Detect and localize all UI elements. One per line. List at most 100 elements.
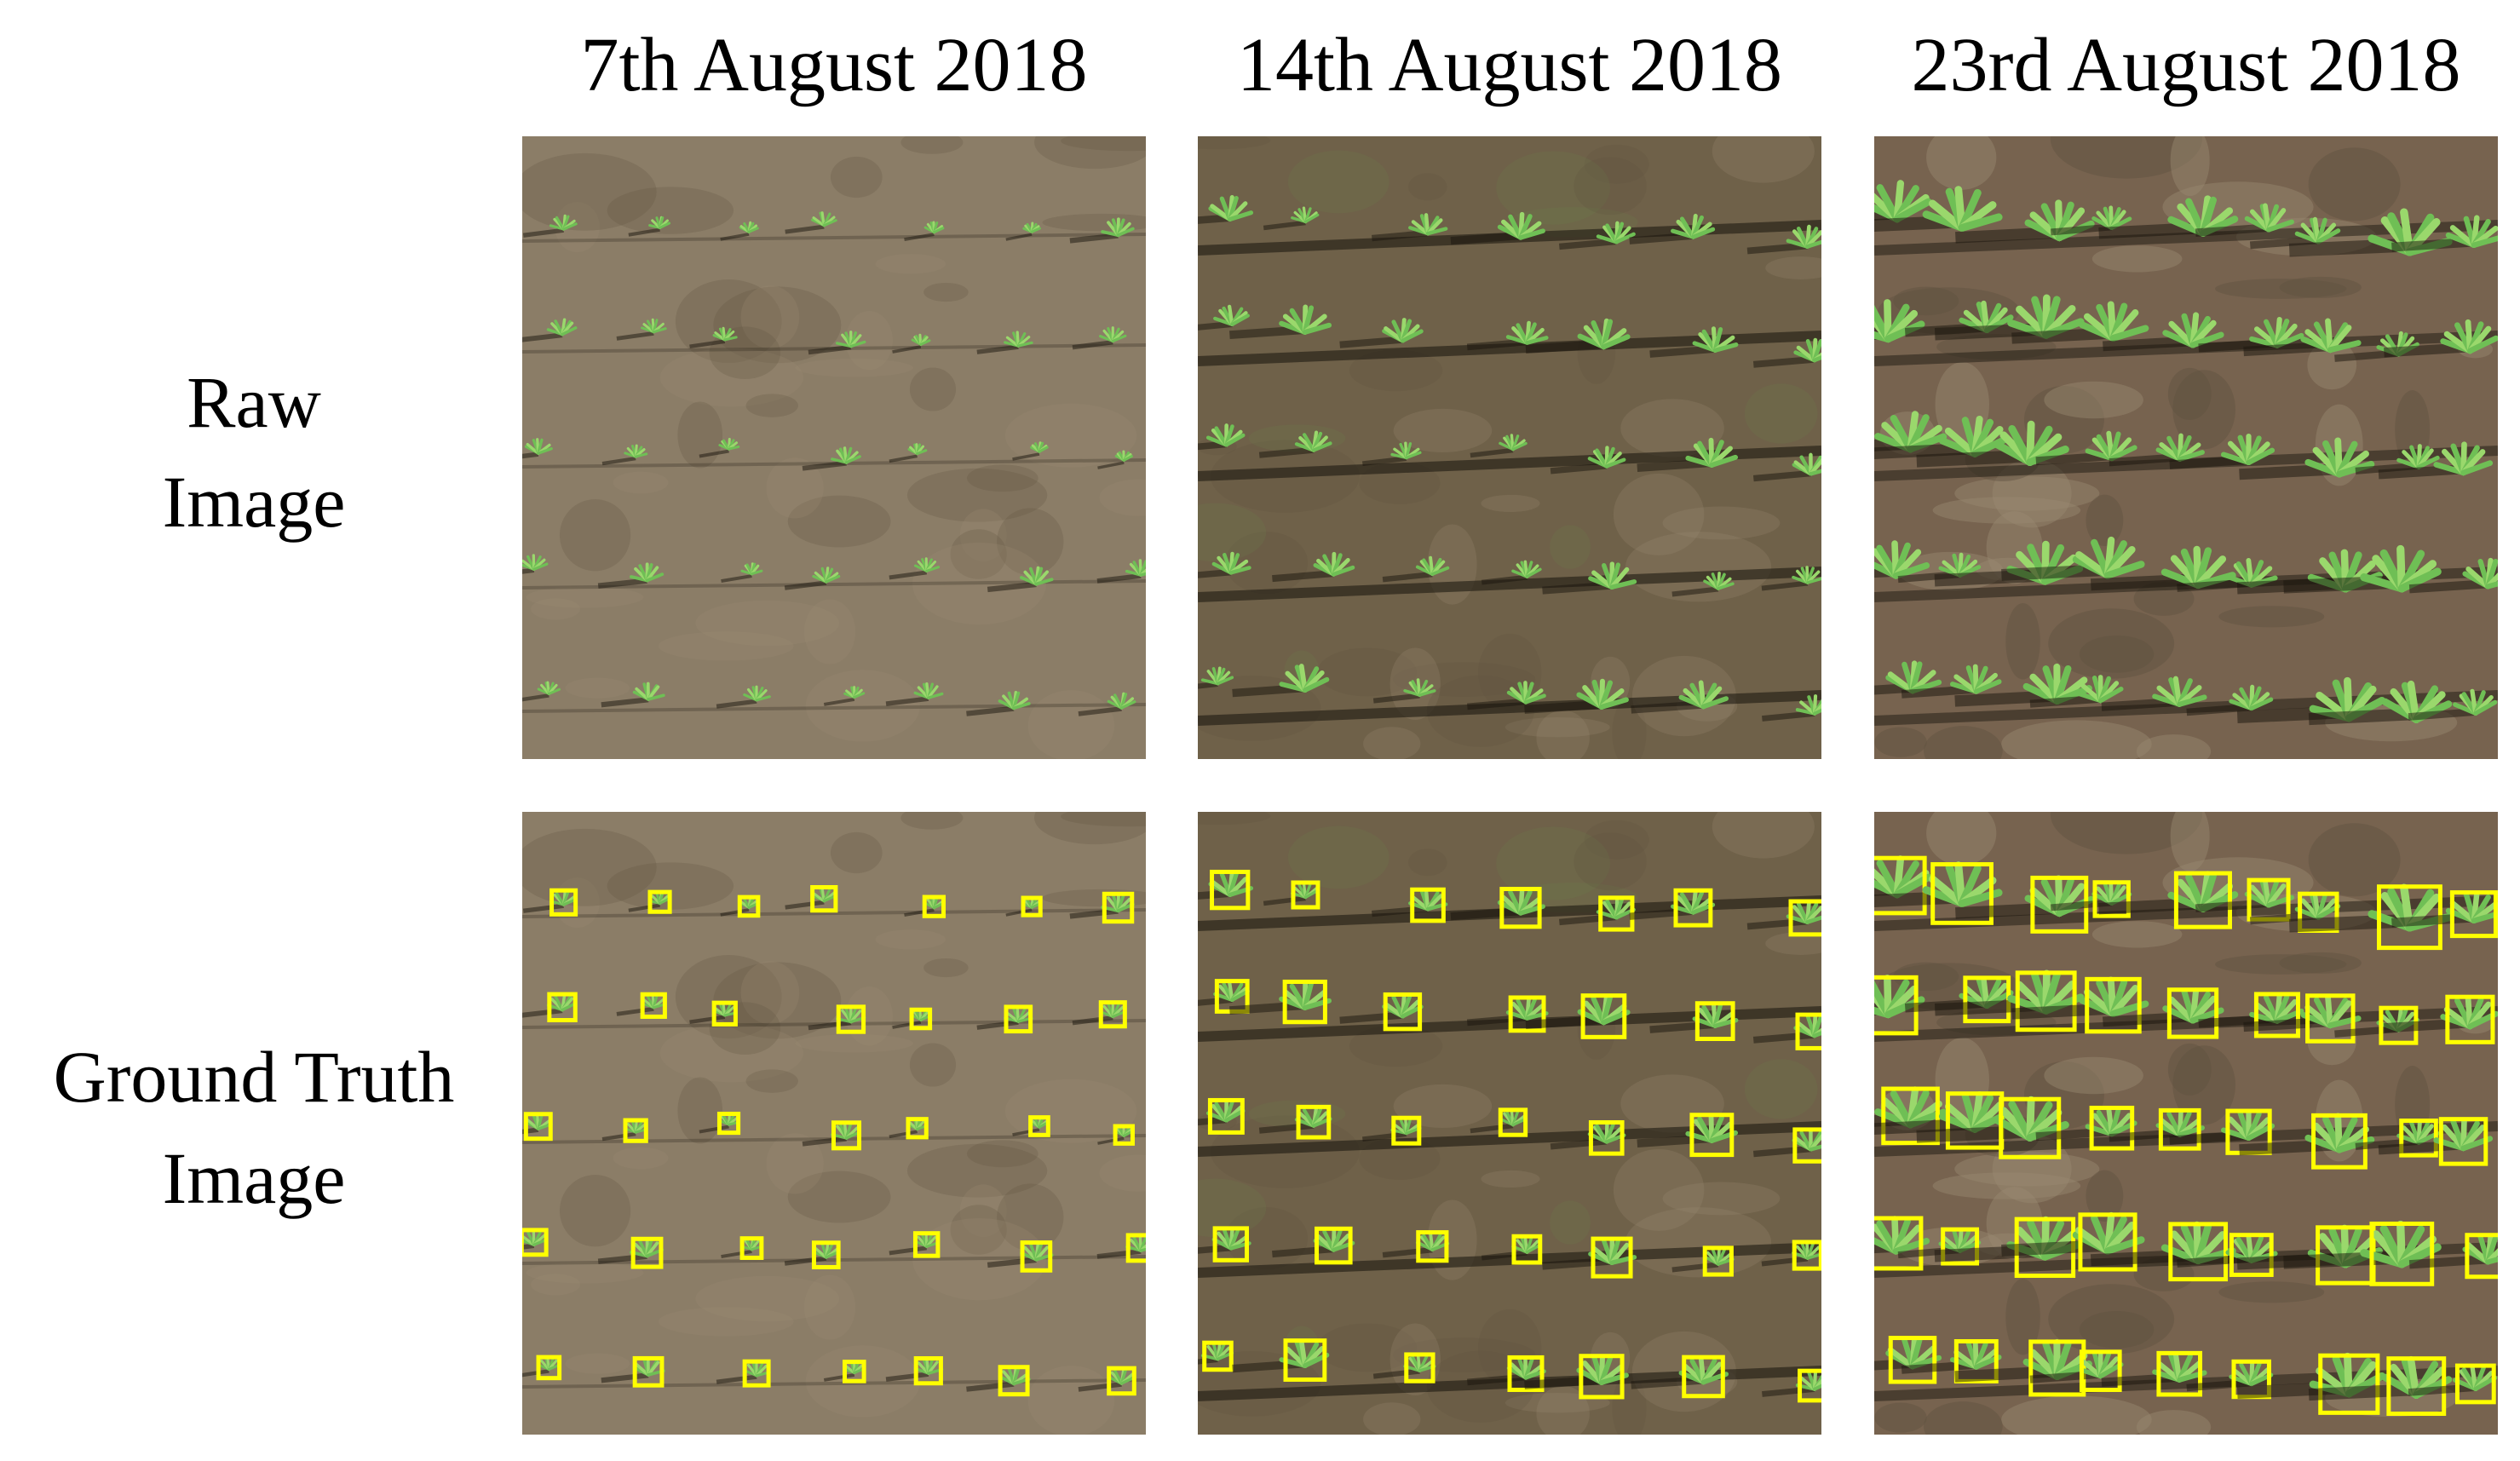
soil-patch	[1584, 820, 1649, 860]
plant	[889, 557, 941, 580]
plant	[1005, 221, 1041, 241]
leaf	[1812, 1031, 1821, 1038]
leaf	[1116, 227, 1135, 238]
soil-patch	[2136, 1410, 2212, 1435]
soil-patch	[2170, 812, 2210, 872]
leaf	[532, 562, 549, 571]
bounding-box	[1930, 862, 1994, 925]
bounding-box	[1702, 1245, 1734, 1277]
plant-shadow	[1198, 320, 1233, 331]
soil-patch	[1287, 825, 1389, 889]
plant	[522, 554, 549, 574]
leaf	[561, 326, 578, 336]
bounding-box	[909, 1007, 933, 1031]
soil-patch	[2050, 812, 2203, 854]
soil-patch	[1625, 1207, 1772, 1278]
soil-patch	[1027, 690, 1115, 759]
soil-patch	[1932, 1172, 2081, 1199]
bounding-box	[1579, 1354, 1625, 1400]
soil-patch	[675, 279, 782, 364]
plant-shadow	[785, 224, 825, 234]
leaf	[1405, 1118, 1412, 1136]
soil-patch	[1613, 1148, 1705, 1231]
plant-shadow	[1069, 233, 1119, 244]
soil-patch	[559, 1175, 631, 1247]
soil-patch	[1620, 1074, 1724, 1133]
soil-patch	[526, 586, 644, 608]
plant-shadow	[1559, 238, 1617, 250]
soil-patch	[1027, 1366, 1115, 1435]
plant-shadow	[1272, 570, 1334, 583]
leaf	[1958, 213, 2003, 232]
plant	[2408, 557, 2498, 594]
soil-patch	[950, 529, 1007, 579]
plant-shadow	[689, 1015, 726, 1025]
plant	[522, 1229, 549, 1250]
leaf	[537, 447, 553, 455]
plant-shadow	[2391, 237, 2475, 252]
plant	[2198, 316, 2304, 353]
leaf	[1604, 457, 1626, 469]
plant	[1232, 1339, 1330, 1373]
row-label: Image	[162, 461, 346, 543]
plant-shadow	[1752, 469, 1811, 482]
leaf	[1884, 320, 1925, 343]
leaf	[1511, 441, 1528, 452]
bounding-box	[2438, 1117, 2488, 1166]
leaf	[1400, 329, 1424, 343]
plant-shadow	[616, 1006, 654, 1016]
plant	[1372, 213, 1448, 242]
plant	[1752, 452, 1821, 482]
bounding-box	[1580, 993, 1627, 1039]
plant-shadow	[628, 227, 660, 237]
aerial-image	[522, 136, 1146, 759]
plant	[1559, 221, 1636, 250]
leaf	[2098, 687, 2124, 704]
plant-shadow	[889, 1245, 928, 1256]
plant-shadow	[522, 693, 549, 702]
plant	[1916, 420, 2069, 468]
soil-patch	[2048, 608, 2175, 679]
plant-shadow	[1466, 338, 1528, 351]
leaf	[2416, 455, 2440, 469]
plant-shadow	[522, 903, 564, 913]
plant	[1263, 206, 1320, 231]
leaf	[1425, 227, 1448, 236]
soil-patch	[830, 156, 883, 198]
plant	[1362, 441, 1422, 467]
plant	[2001, 536, 2145, 581]
plant	[823, 686, 866, 706]
soil-patch	[2048, 1284, 2175, 1355]
bounding-box	[836, 1004, 866, 1034]
soil-patch	[1954, 476, 2100, 511]
plant	[1078, 692, 1136, 716]
leaf	[925, 566, 941, 572]
plant-shadow	[1096, 1249, 1142, 1259]
soil-patch	[613, 471, 669, 494]
soil-patch	[1349, 349, 1443, 392]
plant-shadow	[1649, 345, 1716, 358]
plant-shadow	[1954, 1366, 2058, 1383]
plant	[1362, 1117, 1422, 1142]
bounding-box	[2449, 890, 2498, 939]
soil-patch	[1198, 503, 1267, 562]
leaf	[2266, 219, 2294, 233]
leaf	[831, 457, 849, 464]
soil-patch	[912, 1217, 1047, 1301]
leaf	[2473, 699, 2498, 716]
leaf	[835, 342, 853, 348]
plant	[1372, 678, 1436, 704]
plant	[1559, 896, 1636, 926]
soil-patch	[1926, 812, 1997, 866]
plant	[802, 446, 861, 471]
leaf	[1614, 232, 1636, 244]
plant	[721, 562, 763, 584]
leaf	[2189, 331, 2224, 348]
plant-shadow	[823, 1372, 855, 1382]
plant	[2198, 992, 2304, 1028]
soil-patch	[1620, 399, 1724, 457]
leaf	[2316, 228, 2341, 244]
plant	[689, 1002, 738, 1025]
soil-patch	[675, 955, 782, 1039]
plant	[1072, 1002, 1127, 1026]
